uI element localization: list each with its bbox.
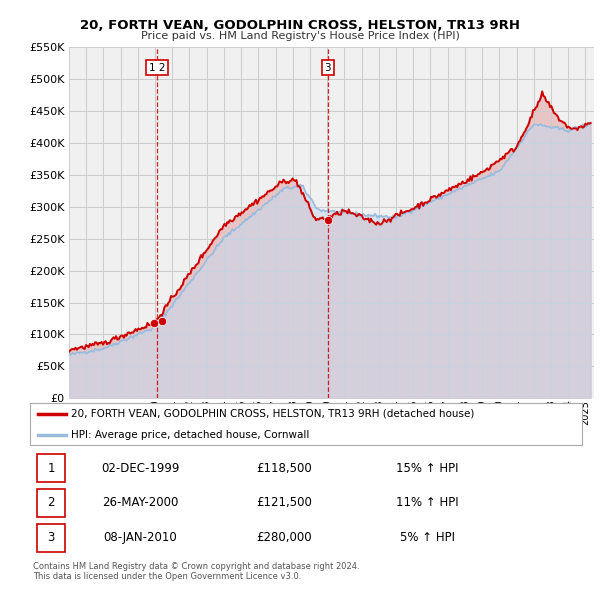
Text: 5% ↑ HPI: 5% ↑ HPI: [400, 532, 455, 545]
Text: 20, FORTH VEAN, GODOLPHIN CROSS, HELSTON, TR13 9RH: 20, FORTH VEAN, GODOLPHIN CROSS, HELSTON…: [80, 19, 520, 32]
Text: £280,000: £280,000: [256, 532, 312, 545]
Text: 1 2: 1 2: [149, 63, 165, 73]
FancyBboxPatch shape: [37, 524, 65, 552]
Text: £118,500: £118,500: [256, 461, 312, 474]
Text: £121,500: £121,500: [256, 496, 312, 510]
Text: HPI: Average price, detached house, Cornwall: HPI: Average price, detached house, Corn…: [71, 430, 310, 440]
Text: 20, FORTH VEAN, GODOLPHIN CROSS, HELSTON, TR13 9RH (detached house): 20, FORTH VEAN, GODOLPHIN CROSS, HELSTON…: [71, 409, 475, 418]
FancyBboxPatch shape: [37, 454, 65, 482]
Text: 1: 1: [47, 461, 55, 474]
Text: This data is licensed under the Open Government Licence v3.0.: This data is licensed under the Open Gov…: [33, 572, 301, 581]
Text: 3: 3: [325, 63, 331, 73]
Text: Price paid vs. HM Land Registry's House Price Index (HPI): Price paid vs. HM Land Registry's House …: [140, 31, 460, 41]
Text: 15% ↑ HPI: 15% ↑ HPI: [396, 461, 458, 474]
Text: 02-DEC-1999: 02-DEC-1999: [101, 461, 179, 474]
Text: 3: 3: [47, 532, 55, 545]
Text: 08-JAN-2010: 08-JAN-2010: [104, 532, 177, 545]
Text: 11% ↑ HPI: 11% ↑ HPI: [396, 496, 459, 510]
Text: Contains HM Land Registry data © Crown copyright and database right 2024.: Contains HM Land Registry data © Crown c…: [33, 562, 359, 571]
Text: 26-MAY-2000: 26-MAY-2000: [102, 496, 179, 510]
Text: 2: 2: [47, 496, 55, 510]
FancyBboxPatch shape: [37, 489, 65, 517]
